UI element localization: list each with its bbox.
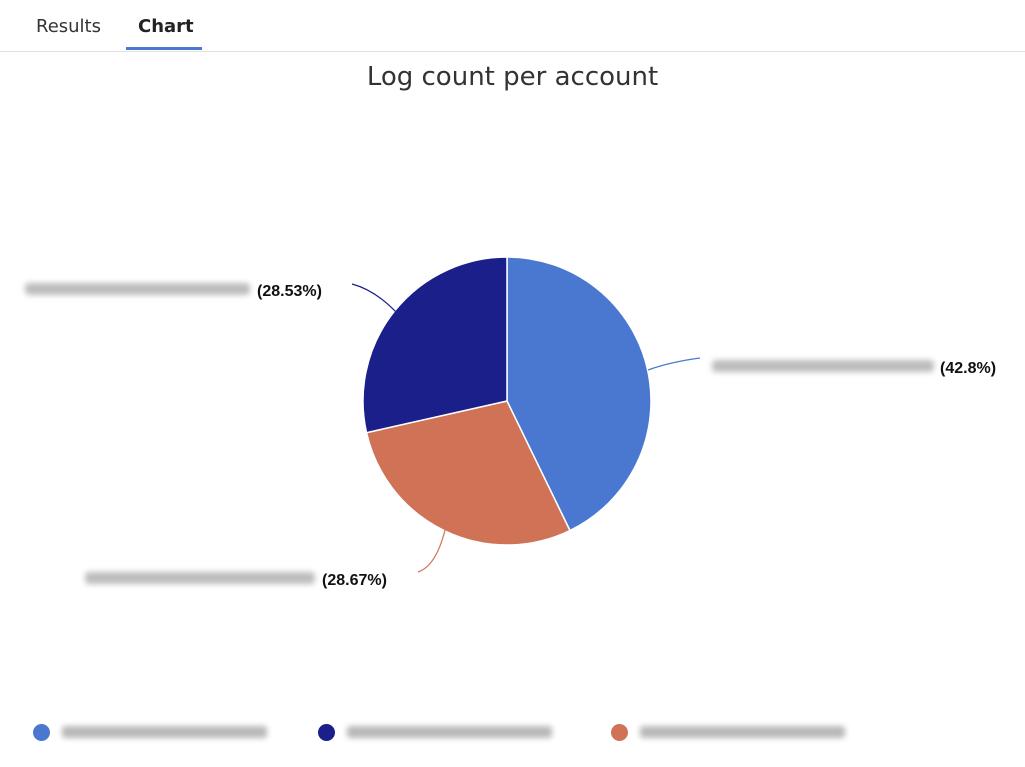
- redacted-legend-label: [347, 726, 552, 738]
- slice-percent-label: (28.53%): [257, 283, 322, 300]
- legend-swatch-icon: [318, 723, 335, 741]
- redacted-slice-label: [25, 283, 250, 295]
- legend: [0, 720, 1025, 744]
- leader-line: [647, 357, 701, 371]
- tab-bar: Results Chart: [0, 0, 1025, 52]
- legend-swatch-icon: [33, 723, 50, 741]
- legend-item[interactable]: [318, 722, 552, 742]
- pie-slice[interactable]: [362, 256, 508, 434]
- active-tab-indicator: [126, 47, 202, 50]
- leader-line: [351, 283, 398, 314]
- legend-item[interactable]: [33, 722, 267, 742]
- chart-title: Log count per account: [366, 62, 659, 92]
- slice-percent-label: (28.67%): [322, 572, 387, 589]
- tab-results[interactable]: Results: [36, 16, 101, 37]
- redacted-slice-label: [712, 360, 934, 372]
- legend-swatch-icon: [611, 723, 628, 741]
- legend-item[interactable]: [611, 722, 845, 742]
- tab-chart[interactable]: Chart: [138, 16, 194, 37]
- slice-percent-label: (42.8%): [940, 360, 996, 377]
- redacted-legend-label: [62, 726, 267, 738]
- redacted-slice-label: [85, 572, 315, 584]
- redacted-legend-label: [640, 726, 845, 738]
- pie-slice[interactable]: [506, 256, 652, 532]
- leader-line: [417, 529, 446, 573]
